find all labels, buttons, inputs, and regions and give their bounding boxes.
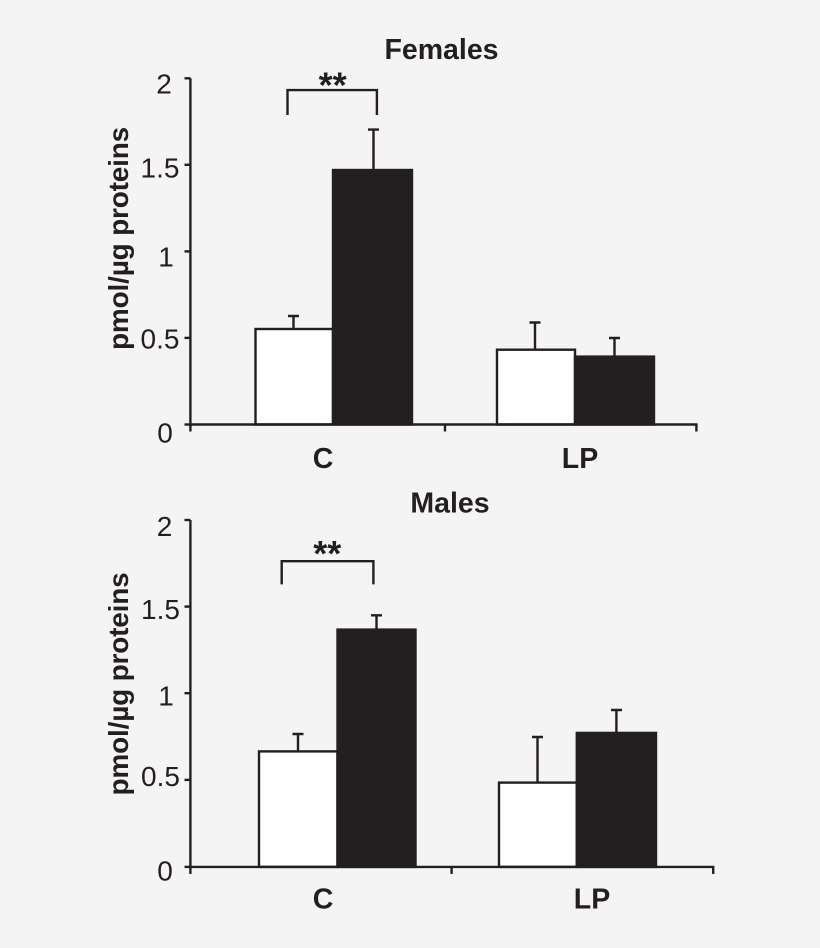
svg-text:pmol/µg proteins: pmol/µg proteins (103, 127, 134, 350)
svg-text:LP: LP (562, 443, 598, 475)
svg-text:LP: LP (574, 884, 610, 916)
svg-text:Females: Females (384, 34, 498, 66)
svg-text:C: C (313, 443, 334, 475)
svg-text:**: ** (313, 533, 341, 574)
svg-text:0.5: 0.5 (141, 761, 180, 792)
svg-text:Males: Males (410, 488, 489, 520)
svg-text:**: ** (319, 65, 347, 106)
svg-text:0: 0 (157, 418, 173, 449)
svg-text:1.5: 1.5 (141, 153, 180, 184)
svg-text:pmol/µg proteins: pmol/µg proteins (103, 573, 134, 796)
svg-text:C: C (313, 884, 334, 916)
svg-text:2: 2 (157, 511, 173, 542)
svg-text:1: 1 (158, 681, 174, 712)
svg-text:1: 1 (158, 242, 174, 273)
svg-text:2: 2 (156, 69, 172, 100)
svg-text:0.5: 0.5 (141, 324, 180, 355)
svg-text:0: 0 (157, 856, 173, 887)
svg-text:1.5: 1.5 (141, 594, 180, 625)
